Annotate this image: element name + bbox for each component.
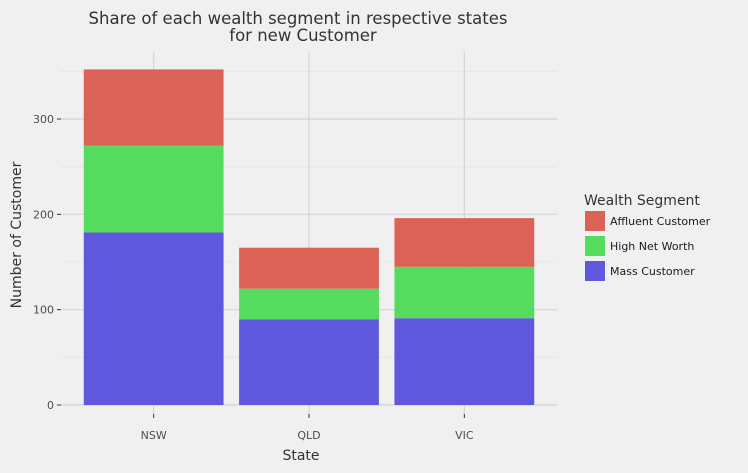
y-tick-label: 0 [47,399,54,412]
legend-title: Wealth Segment [584,193,700,209]
x-tick-label: VIC [455,429,474,442]
legend-label: Mass Customer [610,265,695,278]
bar-nsw-high-net-worth [83,145,224,233]
legend-key-mass-customer [585,261,605,281]
y-tick-label: 200 [33,208,54,221]
legend-key-high-net-worth [585,236,605,256]
y-axis-title: Number of Customer [9,161,25,308]
bars [83,69,535,405]
legend-key-affluent-customer [585,211,605,231]
legend: Wealth Segment Affluent Customer High Net… [584,193,711,282]
legend-label: Affluent Customer [610,215,711,228]
x-axis-ticks: NSW QLD VIC [141,414,474,442]
x-tick-label: NSW [141,429,167,442]
bar-vic-high-net-worth [394,266,535,319]
x-axis-title: State [282,448,319,464]
bar-nsw-affluent-customer [83,69,224,146]
y-tick-label: 100 [33,304,54,317]
y-tick-label: 300 [33,113,54,126]
chart-title-line-1: Share of each wealth segment in respecti… [89,9,508,28]
chart-title-line-2: for new Customer [229,26,377,45]
bar-qld-high-net-worth [239,288,379,320]
bar-vic-mass-customer [394,318,535,405]
bar-qld-affluent-customer [239,247,379,289]
x-tick-label: QLD [297,429,320,442]
bar-vic-affluent-customer [394,218,535,267]
legend-label: High Net Worth [610,240,694,253]
y-axis-ticks: 0 100 200 300 [33,113,61,412]
bar-qld-mass-customer [239,319,379,405]
bar-nsw-mass-customer [83,232,224,405]
